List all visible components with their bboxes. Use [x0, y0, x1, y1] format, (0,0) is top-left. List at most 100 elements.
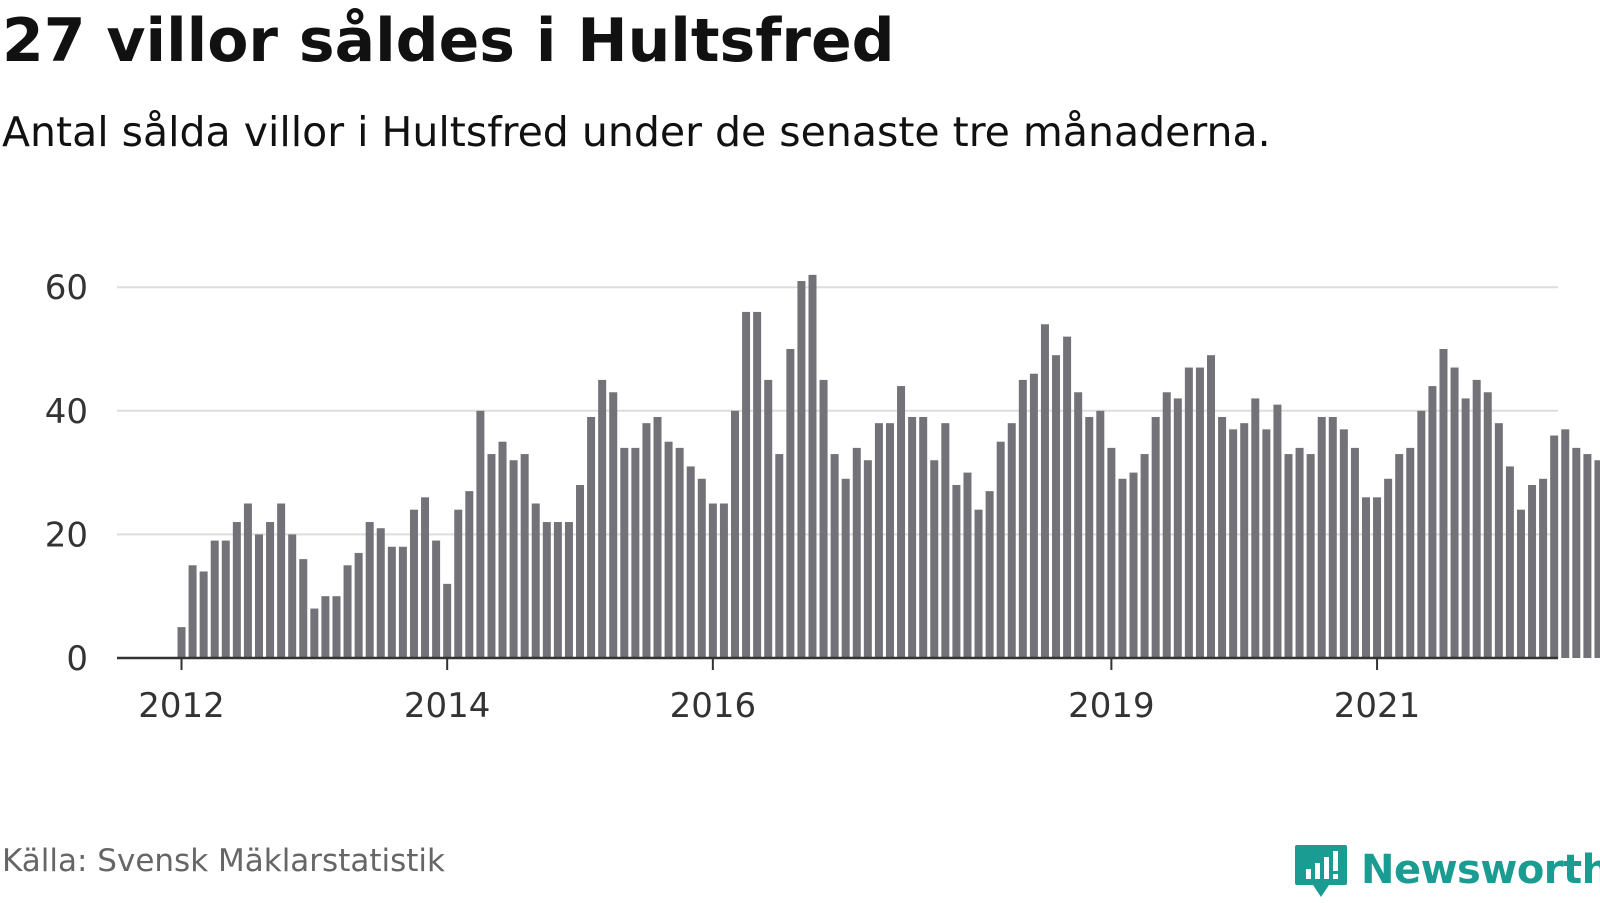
bar [1329, 417, 1337, 658]
bar [388, 547, 396, 658]
bar [377, 528, 385, 658]
bar [1019, 380, 1027, 658]
bar [1285, 454, 1293, 658]
y-tick-label: 60 [45, 268, 88, 308]
bar [1451, 368, 1459, 658]
y-tick-label: 40 [45, 392, 88, 432]
bar [1262, 429, 1270, 658]
bar [1462, 398, 1470, 658]
bar [853, 448, 861, 658]
brand-logo: Newsworthy [1293, 843, 1593, 903]
bar [576, 485, 584, 658]
bar [543, 522, 551, 658]
bar [642, 423, 650, 658]
bar [1484, 392, 1492, 658]
bar [698, 479, 706, 658]
bar [1141, 454, 1149, 658]
bar [1130, 473, 1138, 658]
bar [432, 541, 440, 658]
bar [1218, 417, 1226, 658]
bar [1118, 479, 1126, 658]
x-tick-label: 2012 [138, 686, 225, 726]
bar [786, 349, 794, 658]
source-credit: Källa: Svensk Mäklarstatistik [2, 843, 445, 879]
bar [886, 423, 894, 658]
bar [288, 534, 296, 658]
bar [587, 417, 595, 658]
bar [1583, 454, 1591, 658]
bar [332, 596, 340, 658]
bar [1207, 355, 1215, 658]
bar [1572, 448, 1580, 658]
bar [654, 417, 662, 658]
bar [443, 584, 451, 658]
bar [919, 417, 927, 658]
bar [842, 479, 850, 658]
newsworthy-logo-icon [1293, 843, 1349, 903]
bar [709, 504, 717, 659]
bar [1152, 417, 1160, 658]
bar [1063, 337, 1071, 658]
brand-name: Newsworthy [1361, 847, 1600, 893]
bar [399, 547, 407, 658]
y-axis-ticks: 0 20 40 60 [45, 268, 88, 679]
y-tick-label: 20 [45, 515, 88, 555]
x-tick-label: 2021 [1334, 686, 1421, 726]
bar [963, 473, 971, 658]
bar [731, 411, 739, 658]
bar [742, 312, 750, 658]
bar [554, 522, 562, 658]
bar [1340, 429, 1348, 658]
bar [1296, 448, 1304, 658]
x-tick-label: 2019 [1068, 686, 1155, 726]
y-tick-label: 0 [66, 639, 88, 679]
bar [665, 442, 673, 658]
bar [222, 541, 230, 658]
bar [864, 460, 872, 658]
bar [565, 522, 573, 658]
bar [1307, 454, 1315, 658]
bar [1174, 398, 1182, 658]
bar [1085, 417, 1093, 658]
bar [1185, 368, 1193, 658]
bar [986, 491, 994, 658]
bars [178, 275, 1600, 658]
x-tick-label: 2014 [404, 686, 491, 726]
bar [476, 411, 484, 658]
bar [1428, 386, 1436, 658]
bar [410, 510, 418, 658]
bar [1384, 479, 1392, 658]
bar [1561, 429, 1569, 658]
bar [753, 312, 761, 658]
bar [831, 454, 839, 658]
bar [1163, 392, 1171, 658]
bar [487, 454, 495, 658]
bar [1251, 398, 1259, 658]
bar [1539, 479, 1547, 658]
bar [465, 491, 473, 658]
bar [797, 281, 805, 658]
bar [277, 504, 285, 659]
bar [1473, 380, 1481, 658]
bar [897, 386, 905, 658]
bar [764, 380, 772, 658]
bar [1362, 497, 1370, 658]
bar [952, 485, 960, 658]
bar [941, 423, 949, 658]
bar [1417, 411, 1425, 658]
bar [1107, 448, 1115, 658]
bar [820, 380, 828, 658]
bar [1439, 349, 1447, 658]
bar [1041, 324, 1049, 658]
bar [1229, 429, 1237, 658]
bar [930, 460, 938, 658]
bar [366, 522, 374, 658]
bar [1318, 417, 1326, 658]
bar [266, 522, 274, 658]
bar [510, 460, 518, 658]
bar [321, 596, 329, 658]
bar [620, 448, 628, 658]
bar [1406, 448, 1414, 658]
bar [1373, 497, 1381, 658]
